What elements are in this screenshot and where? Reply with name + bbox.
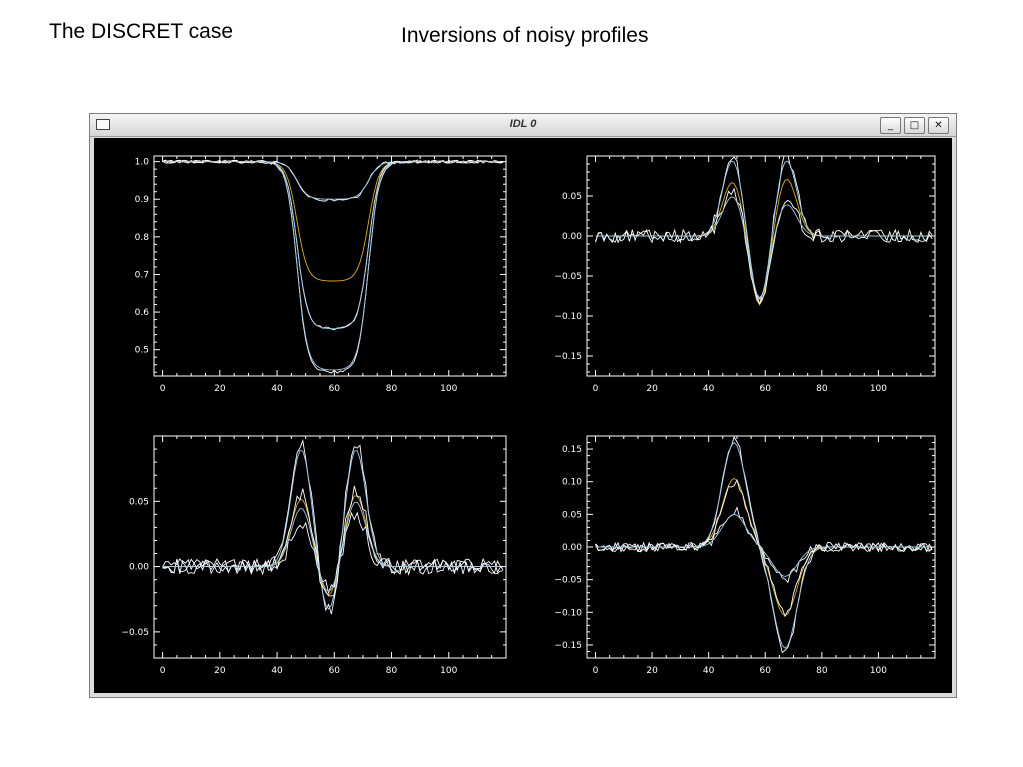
y-tick-label: 0.05 bbox=[129, 497, 149, 507]
x-tick-label: 40 bbox=[703, 384, 715, 394]
x-tick-label: 20 bbox=[646, 384, 658, 394]
x-tick-label: 100 bbox=[870, 666, 887, 676]
series-line-white bbox=[595, 187, 933, 305]
y-tick-label: −0.05 bbox=[121, 628, 149, 638]
x-tick-label: 40 bbox=[271, 384, 283, 394]
y-tick-label: 0.5 bbox=[135, 346, 149, 356]
close-button[interactable]: ✕ bbox=[928, 117, 949, 134]
slide-title-left: The DISCRET case bbox=[49, 20, 234, 43]
x-tick-label: 0 bbox=[593, 384, 599, 394]
x-tick-label: 100 bbox=[870, 384, 887, 394]
x-tick-label: 0 bbox=[160, 666, 166, 676]
maximize-button[interactable]: □ bbox=[904, 117, 925, 134]
axes-frame bbox=[586, 155, 936, 377]
x-tick-label: 80 bbox=[386, 666, 398, 676]
x-tick-label: 60 bbox=[760, 666, 772, 676]
slide-title-right: Inversions of noisy profiles bbox=[401, 24, 649, 47]
y-tick-label: 0.7 bbox=[135, 270, 149, 280]
y-tick-label: 0.00 bbox=[129, 563, 149, 573]
y-tick-label: 0.05 bbox=[562, 192, 582, 202]
x-tick-label: 100 bbox=[440, 666, 457, 676]
chart-panel-bottom-right: 0 20 40 60 80 100 −0.15 −0.10 −0.05 0.00 0.05 0.10 0… bbox=[554, 435, 936, 676]
y-tick-label: −0.15 bbox=[554, 352, 582, 362]
chart-panel-bottom-left: 0 20 40 60 80 100 −0.05 0.00 0.05 bbox=[121, 435, 507, 676]
x-tick-label: 40 bbox=[703, 666, 715, 676]
axes-frame bbox=[153, 435, 507, 659]
x-tick-label: 20 bbox=[214, 666, 226, 676]
y-tick-label: 0.9 bbox=[135, 195, 150, 205]
plot-area: 0 20 40 60 80 100 0.5 0.6 0.7 0.8 0.9 1.0 0 20 40 60 80 1… bbox=[94, 138, 952, 698]
plot-background bbox=[94, 138, 952, 693]
x-tick-label: 60 bbox=[329, 666, 341, 676]
window-title: IDL 0 bbox=[509, 118, 537, 130]
axes-frame bbox=[153, 155, 507, 377]
chart-panel-top-left: 0 20 40 60 80 100 0.5 0.6 0.7 0.8 0.9 1.0 bbox=[135, 155, 507, 394]
x-tick-label: 80 bbox=[816, 384, 828, 394]
x-tick-label: 60 bbox=[760, 384, 772, 394]
x-tick-label: 80 bbox=[386, 384, 398, 394]
y-tick-label: 0.05 bbox=[562, 510, 582, 520]
y-tick-label: −0.10 bbox=[554, 312, 582, 322]
minimize-button[interactable]: _ bbox=[880, 117, 901, 134]
x-tick-label: 60 bbox=[329, 384, 341, 394]
y-tick-label: 0.10 bbox=[562, 478, 582, 488]
x-tick-label: 80 bbox=[816, 666, 828, 676]
series-line-blue bbox=[595, 196, 933, 299]
x-tick-label: 20 bbox=[214, 384, 226, 394]
plot-canvas: 0 20 40 60 80 100 0.5 0.6 0.7 0.8 0.9 1.0 0 20 40 60 80 1… bbox=[94, 138, 952, 693]
y-tick-label: 0.00 bbox=[562, 232, 582, 242]
y-tick-label: 0.8 bbox=[135, 233, 150, 243]
x-tick-label: 20 bbox=[646, 666, 658, 676]
idl-window: IDL 0 _ □ ✕ 0 20 40 60 80 100 0.5 0.6 0.7 0.8 0.9 1… bbox=[89, 113, 957, 698]
series-line-blue bbox=[595, 513, 933, 577]
y-tick-label: −0.10 bbox=[554, 608, 582, 618]
y-tick-label: −0.15 bbox=[554, 641, 582, 651]
series-line-white bbox=[595, 506, 933, 584]
y-tick-label: 0.15 bbox=[562, 445, 582, 455]
x-tick-label: 0 bbox=[593, 666, 599, 676]
series-line-blue bbox=[162, 501, 504, 593]
chart-panel-top-right: 0 20 40 60 80 100 −0.15 −0.10 −0.05 0.00 0.05 bbox=[554, 155, 936, 394]
x-tick-label: 100 bbox=[440, 384, 457, 394]
y-tick-label: −0.05 bbox=[554, 272, 582, 282]
y-tick-label: 0.6 bbox=[135, 308, 150, 318]
series-line-white bbox=[162, 159, 504, 374]
x-tick-label: 0 bbox=[160, 384, 166, 394]
window-menu-icon[interactable] bbox=[96, 119, 110, 130]
y-tick-label: 0.00 bbox=[562, 543, 582, 553]
y-tick-label: −0.05 bbox=[554, 576, 582, 586]
x-tick-label: 40 bbox=[271, 666, 283, 676]
window-titlebar[interactable]: IDL 0 _ □ ✕ bbox=[90, 114, 956, 137]
y-tick-label: 1.0 bbox=[135, 158, 150, 168]
